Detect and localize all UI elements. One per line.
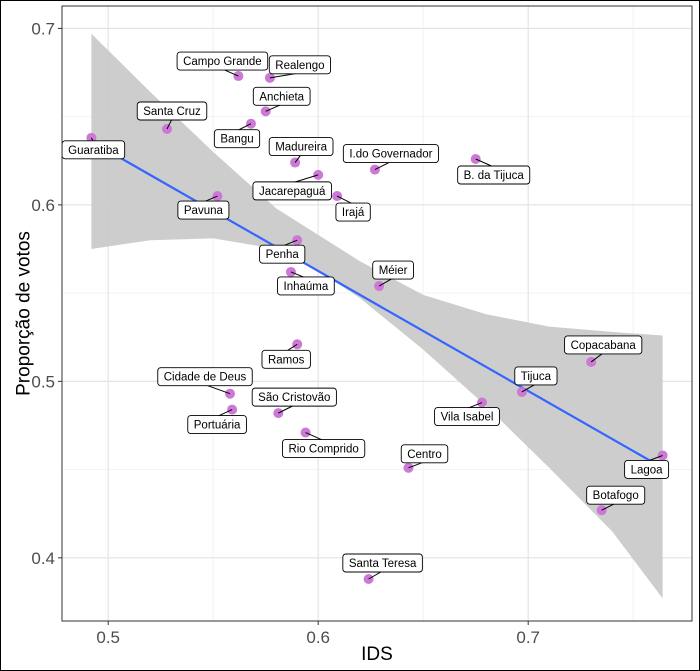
y-tick-label: 0.5 [31,372,55,391]
label-box-vila-isabel [434,407,500,426]
label-jacarepagua: Jacarepaguá [259,186,326,198]
label-box-portuaria [187,415,247,435]
y-tick-label: 0.4 [31,549,55,568]
label-box-bangu [213,129,261,149]
label-meier: Méier [379,265,408,277]
label-box-penha [259,244,306,264]
label-box-campo-grande [176,51,269,71]
label-realengo: Realengo [275,60,324,72]
label-tijuca: Tijuca [521,371,552,383]
label-box-i-do-governador [342,144,439,164]
label-botafogo: Botafogo [593,490,639,502]
x-tick-label: 0.7 [516,628,540,647]
x-tick-label: 0.6 [306,628,330,647]
axes: 0.5 0.6 0.7 0.4 0.5 0.6 0.7 [31,19,540,647]
label-ramos: Ramos [268,354,305,366]
label-box-anchieta [252,86,311,106]
label-box-inhauma [277,276,335,296]
label-copacabana: Copacabana [571,340,637,352]
regression-line [90,140,664,469]
label-iraja: Irajá [342,207,365,219]
panel-border [61,5,693,622]
label-box-b-da-tijuca [457,165,531,185]
label-box-ramos [261,349,311,369]
label-rio-comprido: Rio Comprido [288,444,358,456]
y-tick-label: 0.6 [31,196,55,215]
x-axis-title: IDS [361,644,393,665]
label-pavuna: Pavuna [184,205,224,217]
labels-layer: Guaratiba Campo Grande Realengo Santa Cruz A… [61,51,670,580]
label-cidade-de-deus: Cidade de Deus [164,372,247,384]
y-axis-title: Proporção de votos [14,231,35,396]
label-box-pavuna [177,200,230,220]
label-portuaria: Portuária [194,420,241,432]
label-lagoa: Lagoa [631,464,664,476]
confidence-band [91,33,663,599]
label-campo-grande: Campo Grande [183,56,262,68]
label-vila-isabel: Vila Isabel [441,412,494,424]
label-box-tijuca [514,366,558,386]
regression-layer [90,140,664,469]
label-bangu: Bangu [220,134,253,146]
label-santa-cruz: Santa Cruz [143,106,201,118]
label-b-da-tijuca: B. da Tijuca [464,170,525,182]
point-bangu[interactable] [246,118,256,129]
label-box-santa-cruz [136,101,208,121]
label-box-jacarepagua [252,181,332,201]
label-box-botafogo [586,485,646,505]
y-tick-label: 0.7 [31,19,55,38]
label-i-do-governador: I.do Governador [349,149,432,161]
leader-cidade-de-deus [204,384,231,395]
label-box-meier [372,260,414,280]
point-botafogo[interactable] [596,505,607,516]
label-box-cidade-de-deus [157,367,253,387]
label-penha: Penha [266,249,300,261]
label-sao-cristovao: São Cristovão [258,392,330,404]
label-centro: Centro [407,449,442,461]
label-anchieta: Anchieta [259,91,304,103]
label-inhauma: Inhaúma [284,281,329,293]
x-tick-label: 0.5 [96,628,120,647]
label-box-madureira [268,137,334,156]
label-box-santa-teresa [342,553,423,573]
label-madureira: Madureira [275,142,327,154]
label-box-iraja [335,202,371,222]
label-box-centro [400,444,449,464]
label-guaratiba: Guaratiba [68,145,119,157]
label-box-sao-cristovao [251,387,337,407]
label-box-rio-comprido [281,439,366,458]
leader-copacabana [590,352,604,363]
leader-santa-cruz [166,118,173,130]
point-santa-cruz[interactable] [162,124,172,134]
confidence-band-layer [91,33,663,599]
label-box-lagoa [624,460,670,479]
label-santa-teresa: Santa Teresa [349,558,417,570]
label-box-copacabana [564,335,643,355]
label-box-realengo [268,55,331,75]
